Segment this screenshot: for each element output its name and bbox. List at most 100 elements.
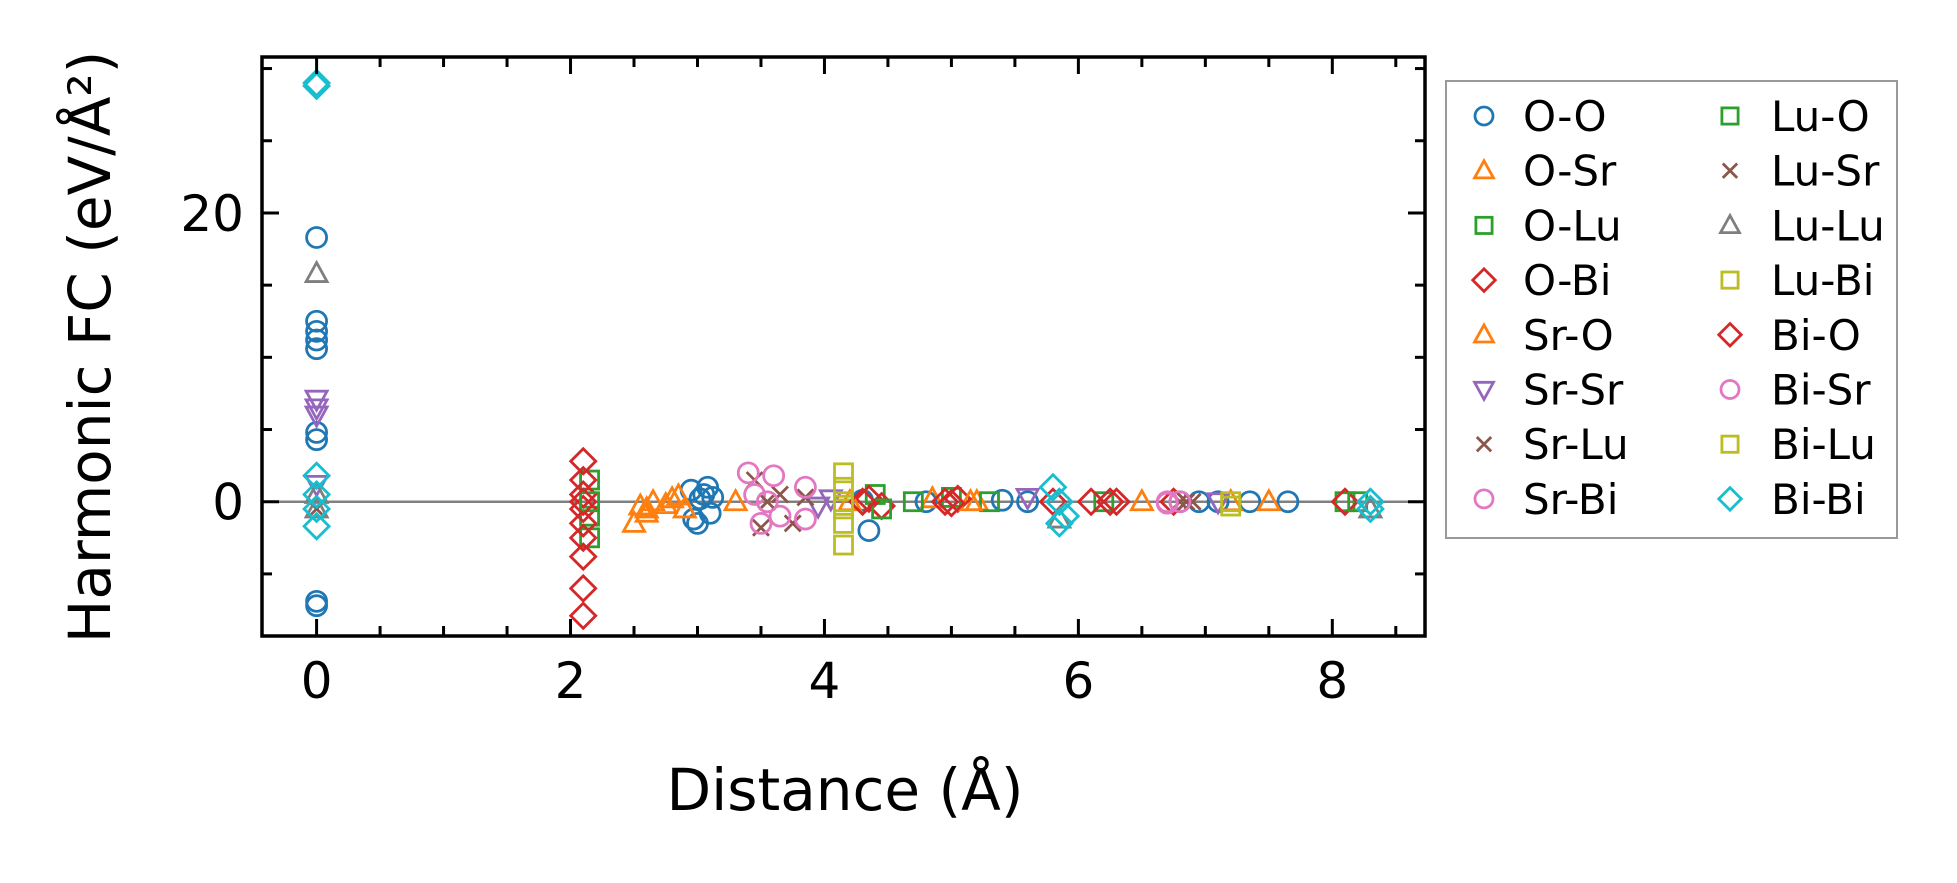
data-point — [302, 71, 332, 101]
legend-marker-icon — [1473, 105, 1495, 127]
data-point — [1255, 487, 1282, 512]
data-point — [682, 507, 706, 531]
data-point — [305, 319, 328, 343]
data-point — [305, 594, 328, 618]
x-tick-label: 6 — [1062, 652, 1094, 710]
legend-marker-icon — [1474, 215, 1494, 235]
data-point — [749, 511, 773, 535]
data-point — [902, 491, 924, 513]
data-point — [1014, 487, 1041, 512]
x-tick-label: 0 — [301, 652, 333, 710]
data-point — [568, 480, 598, 509]
x-tick-label: 8 — [1316, 652, 1348, 710]
legend-item: O-Sr — [1472, 147, 1617, 196]
series-bi-lu — [833, 491, 1242, 513]
y-tick-label: 0 — [212, 474, 244, 532]
legend-marker-icon — [1721, 162, 1739, 179]
legend-marker-icon — [1720, 106, 1740, 126]
legend-marker-icon — [1473, 488, 1495, 510]
data-point — [305, 226, 328, 249]
series-o-o — [305, 226, 1300, 618]
data-point — [1205, 492, 1231, 516]
data-point — [671, 495, 698, 519]
data-point — [783, 514, 802, 533]
data-point — [633, 499, 660, 523]
data-point — [936, 488, 966, 518]
legend-label: Sr-Lu — [1523, 420, 1629, 469]
y-tick-label: 20 — [180, 185, 244, 243]
data-point — [1076, 487, 1106, 517]
data-point — [794, 507, 817, 531]
data-point — [833, 512, 854, 534]
legend-marker-icon — [1720, 434, 1740, 454]
data-point — [1038, 472, 1068, 502]
data-point — [568, 542, 598, 572]
data-point — [1355, 494, 1385, 524]
legend-item: Lu-Bi — [1720, 256, 1874, 305]
legend-marker-icon — [1470, 266, 1498, 294]
series-sr-sr — [303, 389, 1231, 520]
data-point — [302, 511, 332, 541]
data-point — [305, 428, 328, 452]
legend-marker-icon — [1719, 379, 1741, 400]
axes: 0 2 4 6 8 0 20 — [180, 55, 1427, 710]
data-point — [848, 487, 878, 517]
legend: O-O O-Sr O-Lu O-Bi Sr-O Sr-Sr Sr-Lu Sr-Bi Lu-O Lu… — [1445, 80, 1898, 539]
data-point — [1168, 490, 1192, 514]
legend-label: Sr-Sr — [1523, 366, 1624, 415]
data-point — [943, 484, 973, 514]
data-point — [722, 487, 749, 512]
x-tick-label: 2 — [555, 652, 587, 710]
legend-marker-icon — [1718, 212, 1742, 234]
data-point — [568, 487, 598, 517]
data-point — [1177, 492, 1196, 511]
data-point — [930, 487, 960, 517]
legend-item: Bi-O — [1716, 311, 1861, 360]
legend-label: Bi-O — [1771, 311, 1861, 360]
data-point — [768, 504, 792, 528]
data-point — [688, 487, 712, 511]
series-lu-lu — [303, 259, 1384, 529]
data-point — [633, 495, 660, 519]
legend-marker-icon — [1472, 157, 1496, 180]
data-point — [871, 498, 892, 520]
data-point — [1334, 491, 1356, 513]
legend-item: Bi-Bi — [1716, 475, 1866, 524]
legend-item: O-O — [1473, 92, 1607, 141]
data-point — [303, 398, 330, 422]
legend-label: O-Lu — [1523, 201, 1622, 250]
legend-label: Lu-O — [1771, 92, 1870, 141]
data-point — [568, 523, 598, 553]
legend-item: Lu-Lu — [1718, 201, 1885, 250]
data-point — [652, 490, 679, 515]
data-point — [762, 464, 786, 488]
data-point — [579, 491, 600, 513]
data-point — [303, 495, 330, 519]
legend-label: O-Bi — [1523, 256, 1611, 305]
legend-marker-icon — [1472, 322, 1496, 344]
series-bi-sr — [755, 490, 1192, 515]
legend-marker-icon — [1475, 436, 1493, 453]
legend-label: Sr-O — [1523, 311, 1614, 360]
data-point — [1155, 491, 1179, 515]
legend-label: O-O — [1523, 92, 1607, 141]
data-point — [305, 328, 328, 352]
legend-item: Bi-Sr — [1719, 366, 1871, 415]
data-point — [568, 446, 598, 476]
data-point — [758, 492, 777, 511]
data-point — [665, 482, 692, 506]
data-point — [833, 462, 854, 484]
data-point — [1038, 487, 1068, 517]
data-point — [305, 421, 328, 444]
legend-label: O-Sr — [1523, 147, 1617, 196]
data-point — [1093, 491, 1115, 513]
legend-label: Lu-Sr — [1771, 147, 1880, 196]
data-point — [743, 483, 767, 506]
legend-item: Sr-O — [1472, 311, 1614, 360]
data-point — [305, 337, 328, 361]
legend-marker-icon — [1716, 321, 1744, 349]
data-point — [857, 519, 881, 542]
legend-box — [1445, 80, 1898, 539]
data-point — [1276, 490, 1300, 514]
